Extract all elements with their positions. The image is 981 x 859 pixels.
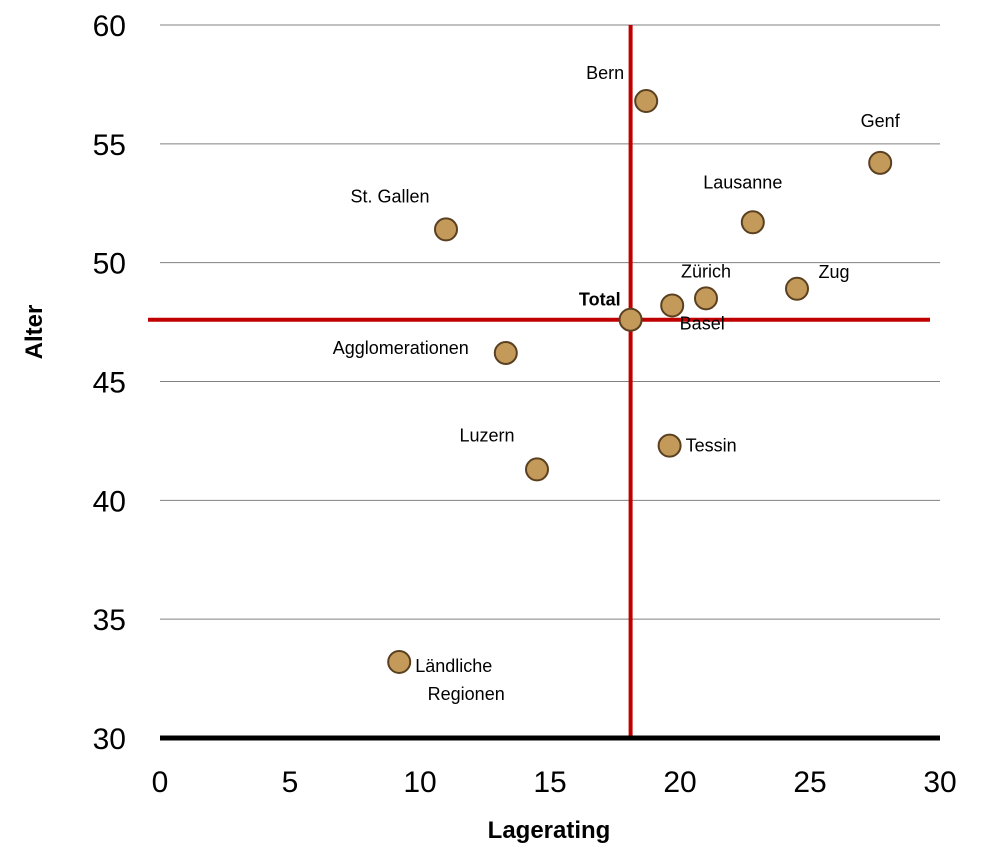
x-axis-title: Lagerating xyxy=(488,817,611,844)
y-tick-label-60: 60 xyxy=(93,10,126,43)
data-label-zug: Zug xyxy=(818,262,849,282)
data-label-agglomerationen: Agglomerationen xyxy=(333,338,469,358)
y-axis-title: Alter xyxy=(21,305,48,360)
y-tick-label-40: 40 xyxy=(93,485,126,518)
data-label-lausanne: Lausanne xyxy=(703,172,782,192)
data-label-bern: Bern xyxy=(586,63,624,83)
data-point-total xyxy=(618,307,643,332)
y-tick-label-30: 30 xyxy=(93,723,126,756)
y-tick-label-45: 45 xyxy=(93,367,126,400)
data-point-tessin xyxy=(657,433,682,458)
data-point-zürich xyxy=(694,286,718,311)
data-point-bern xyxy=(634,89,659,114)
data-point-basel xyxy=(660,293,685,318)
data-label-total: Total xyxy=(579,290,621,310)
data-point-luzern xyxy=(525,457,549,482)
x-tick-label-25: 25 xyxy=(793,766,826,799)
data-label-genf: Genf xyxy=(861,111,901,131)
data-label-luzern: Luzern xyxy=(459,425,514,445)
y-tick-label-55: 55 xyxy=(93,129,126,162)
data-point-genf xyxy=(868,150,893,175)
data-point-agglomerationen xyxy=(493,340,518,365)
data-point-ländliche-regionen xyxy=(387,649,412,674)
gridlines xyxy=(160,24,940,620)
data-label-st-gallen: St. Gallen xyxy=(350,186,429,206)
data-label-basel: Basel xyxy=(680,313,725,333)
x-tick-label-10: 10 xyxy=(403,766,436,799)
data-label-tessin: Tessin xyxy=(686,436,737,456)
x-tick-label-5: 5 xyxy=(282,766,299,799)
data-points xyxy=(387,89,893,674)
data-point-zug xyxy=(785,276,809,301)
x-tick-label-30: 30 xyxy=(923,766,956,799)
data-label-zürich: Zürich xyxy=(681,261,731,281)
x-tick-label-20: 20 xyxy=(663,766,696,799)
data-label-ländliche-regionen: Ländliche Regionen xyxy=(415,656,505,704)
y-tick-label-35: 35 xyxy=(93,604,126,637)
x-tick-label-15: 15 xyxy=(533,766,566,799)
y-axis: 30 35 40 45 50 55 60 xyxy=(93,10,126,756)
reference-lines xyxy=(148,25,930,736)
point-labels: Bern Genf Lausanne St. Gallen Zürich Zug Basel… xyxy=(333,63,901,704)
x-axis: 0 5 10 15 20 25 30 xyxy=(152,735,957,799)
x-tick-label-0: 0 xyxy=(152,766,169,799)
data-point-st-gallen xyxy=(434,217,458,242)
data-point-lausanne xyxy=(740,210,765,235)
y-tick-label-50: 50 xyxy=(93,248,126,281)
